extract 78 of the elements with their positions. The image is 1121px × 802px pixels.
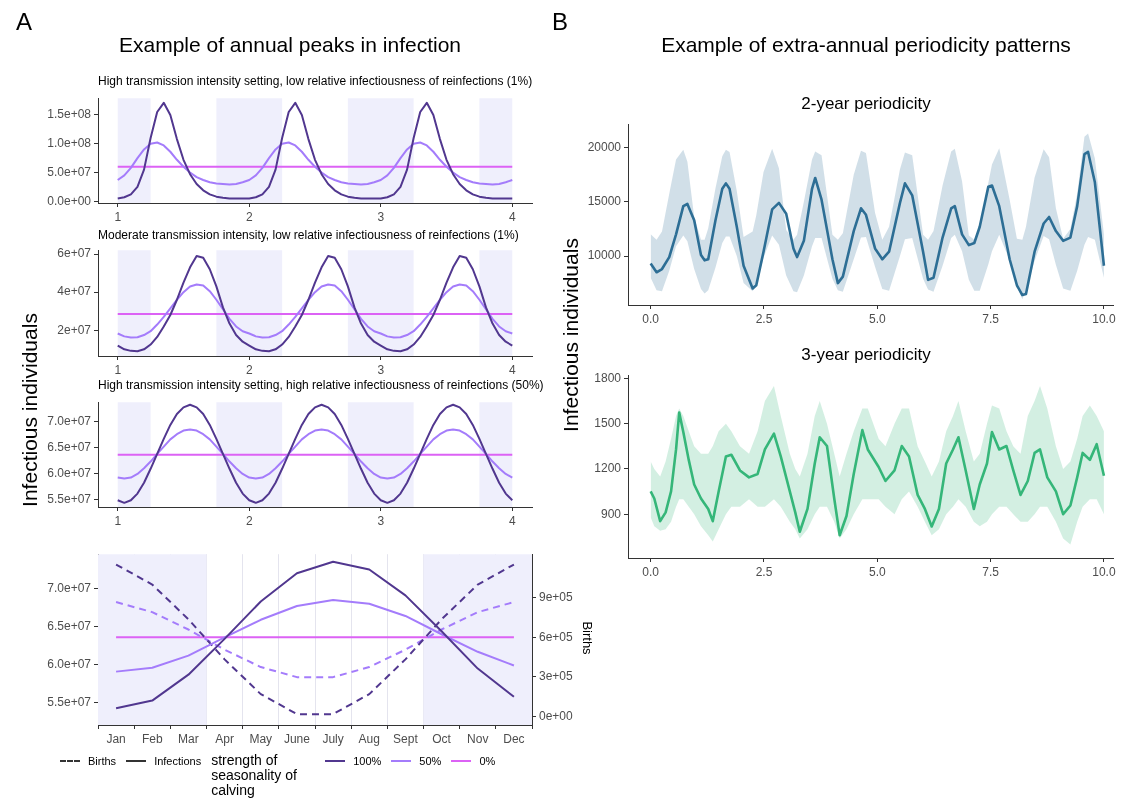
x-tick-label: Feb bbox=[141, 731, 163, 746]
x-tick-label: June bbox=[283, 731, 311, 746]
x-tick-label: May bbox=[249, 731, 273, 746]
x-tick-label: 1 bbox=[114, 362, 122, 377]
text: Births bbox=[88, 755, 117, 767]
y-axis-title: Infectious individuals bbox=[558, 238, 583, 432]
x-tick-label: Nov bbox=[467, 731, 489, 746]
legend-label: 0% bbox=[479, 755, 496, 767]
chart-title: Example of extra-annual periodicity patterns bbox=[661, 32, 1071, 58]
y-tick-label: 10000 bbox=[587, 248, 622, 263]
y-tick-label: 7.0e+07 bbox=[47, 580, 92, 595]
x-tick-label: 10.0 bbox=[1092, 564, 1116, 579]
x-tick-label: 5.0 bbox=[868, 564, 886, 579]
x-tick-label: 2.5 bbox=[755, 564, 773, 579]
x-tick-label: Aug bbox=[358, 731, 380, 746]
legend-title: strength of seasonality of calving bbox=[211, 752, 298, 798]
x-tick-label: 2 bbox=[245, 209, 253, 224]
x-tick-label: 3 bbox=[377, 209, 385, 224]
y-tick-label: 5.5e+07 bbox=[47, 695, 92, 710]
y-tick-label: 15000 bbox=[587, 194, 622, 209]
chart-title: 3-year periodicity bbox=[801, 345, 931, 365]
y2-axis-title: Births bbox=[579, 621, 596, 655]
text: B bbox=[551, 8, 569, 36]
chart-subtitle: High transmission intensity setting, low relative infectiousness of reinfections (1%) bbox=[98, 74, 533, 89]
y-tick-label: 1800 bbox=[594, 370, 622, 385]
chart-title: Moderate transmission intensity, low relative infectiousness of reinfections (1%) bbox=[98, 228, 519, 243]
x-tick-label: 5.0 bbox=[868, 311, 886, 326]
y-tick-label: 6.5e+07 bbox=[47, 618, 92, 633]
x-tick-label: 3 bbox=[377, 362, 385, 377]
y-tick-label: 1.5e+08 bbox=[47, 107, 92, 122]
chart-title: High transmission intensity setting, high relative infectiousness of reinfections (50%) bbox=[98, 378, 544, 393]
x-tick-label: July bbox=[322, 731, 344, 746]
legend-label: 100% bbox=[353, 755, 382, 767]
y2-tick-label: 6e+05 bbox=[539, 629, 574, 644]
x-tick-label: 0.0 bbox=[642, 564, 660, 579]
x-tick-label: 2.5 bbox=[755, 311, 773, 326]
x-tick-label: 10.0 bbox=[1092, 311, 1116, 326]
x-tick-label: 3 bbox=[377, 513, 385, 528]
x-tick-label: Apr bbox=[215, 731, 234, 746]
chart-subtitle: 2-year periodicity bbox=[801, 94, 931, 114]
x-tick-label: 0.0 bbox=[642, 311, 660, 326]
x-tick-label: 4 bbox=[508, 362, 516, 377]
y2-tick-label: 3e+05 bbox=[539, 669, 574, 684]
y2-tick-label: 9e+05 bbox=[539, 589, 574, 604]
x-tick-label: 1 bbox=[114, 513, 122, 528]
y-tick-label: 6.0e+07 bbox=[47, 465, 92, 480]
y2-tick-label: 0e+00 bbox=[539, 709, 574, 724]
y-tick-label: 2e+07 bbox=[57, 322, 92, 337]
text: Infections bbox=[154, 755, 202, 767]
y-tick-label: 1.0e+08 bbox=[47, 136, 92, 150]
x-tick-label: 4 bbox=[508, 209, 516, 224]
y-tick-label: 5.0e+07 bbox=[47, 164, 92, 179]
y-tick-label: 6.0e+07 bbox=[47, 657, 92, 672]
text: A bbox=[15, 8, 33, 36]
y-tick-label: 900 bbox=[600, 506, 622, 521]
y-tick-label: 1500 bbox=[594, 415, 622, 430]
y-tick-label: 1200 bbox=[594, 461, 622, 476]
y-tick-label: 20000 bbox=[587, 139, 622, 154]
x-tick-label: Oct bbox=[432, 731, 452, 746]
x-tick-label: 2 bbox=[245, 513, 253, 528]
y-tick-label: 6e+07 bbox=[57, 246, 92, 261]
x-tick-label: 7.5 bbox=[982, 564, 1000, 579]
x-tick-label: 1 bbox=[114, 209, 122, 224]
y-tick-label: 6.5e+07 bbox=[47, 439, 92, 454]
y-tick-label: 7.0e+07 bbox=[47, 414, 92, 429]
x-tick-label: Jan bbox=[106, 731, 126, 746]
x-tick-label: Mar bbox=[178, 731, 199, 746]
x-tick-label: Sept bbox=[393, 731, 419, 746]
y-tick-label: 0.0e+00 bbox=[47, 193, 92, 208]
x-tick-label: Dec bbox=[503, 731, 525, 746]
x-tick-label: 7.5 bbox=[982, 311, 1000, 326]
y-tick-label: 4e+07 bbox=[57, 284, 92, 299]
y-tick-label: 5.5e+07 bbox=[47, 491, 92, 506]
legend-label: 50% bbox=[419, 755, 442, 767]
x-tick-label: 2 bbox=[245, 362, 253, 377]
y-axis-title: Infectious individuals bbox=[17, 313, 42, 507]
x-tick-label: 4 bbox=[508, 513, 516, 528]
chart-title: Example of annual peaks in infection bbox=[118, 32, 462, 58]
